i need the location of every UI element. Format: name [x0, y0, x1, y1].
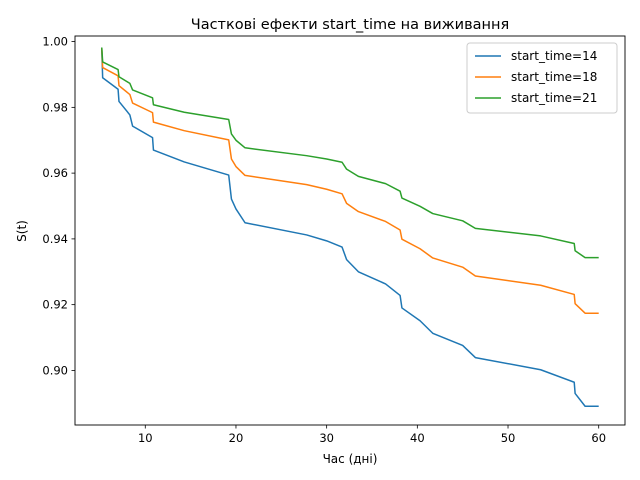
- x-tick-label: 10: [138, 431, 153, 445]
- legend-label-0: start_time=14: [511, 49, 597, 63]
- legend-label-2: start_time=21: [511, 91, 597, 105]
- x-tick-label: 40: [410, 431, 425, 445]
- y-tick-label: 0.92: [42, 298, 68, 312]
- legend: start_time=14 start_time=18 start_time=21: [466, 42, 618, 114]
- series-line-0: [101, 49, 599, 408]
- y-axis-label: S(t): [15, 220, 29, 242]
- x-axis-label: Час (дні): [323, 452, 378, 466]
- x-tick-label: 50: [501, 431, 516, 445]
- x-tick-label: 20: [229, 431, 244, 445]
- chart-title: Часткові ефекти start_time на виживання: [191, 17, 509, 33]
- plot-lines: [101, 47, 599, 408]
- plot-frame: [74, 35, 626, 426]
- y-tick-label: 0.90: [42, 363, 68, 377]
- y-axis: 0.90 0.92 0.94 0.96 0.98 1.00: [42, 35, 75, 377]
- series-line-1: [101, 48, 599, 314]
- legend-label-1: start_time=18: [511, 70, 597, 84]
- series-line-2: [101, 47, 599, 259]
- legend-box: [466, 42, 618, 114]
- y-tick-label: 0.96: [42, 166, 68, 180]
- x-axis: 10 20 30 40 50 60: [138, 425, 606, 445]
- x-tick-label: 60: [591, 431, 606, 445]
- y-tick-label: 0.94: [42, 232, 68, 246]
- x-tick-label: 30: [319, 431, 334, 445]
- y-tick-label: 0.98: [42, 100, 68, 114]
- y-tick-label: 1.00: [42, 35, 68, 49]
